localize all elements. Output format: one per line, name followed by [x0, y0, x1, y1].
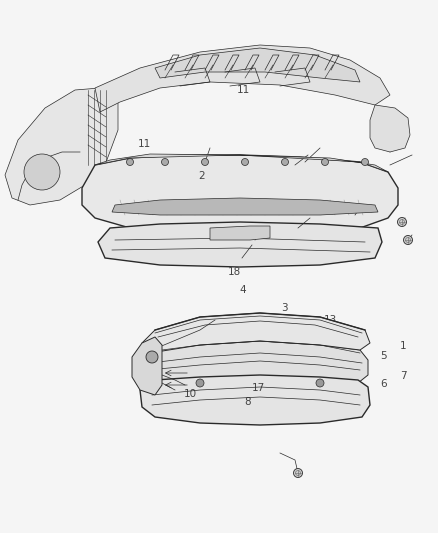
Polygon shape	[132, 337, 162, 395]
Polygon shape	[155, 48, 360, 82]
Circle shape	[316, 379, 324, 387]
Text: 3: 3	[281, 303, 288, 313]
Circle shape	[127, 158, 134, 166]
Text: 8: 8	[244, 398, 251, 407]
Polygon shape	[112, 198, 378, 215]
Polygon shape	[142, 313, 370, 353]
Text: 7: 7	[399, 371, 406, 381]
Circle shape	[24, 154, 60, 190]
Text: 13: 13	[324, 315, 337, 325]
Polygon shape	[82, 155, 398, 234]
Polygon shape	[5, 88, 118, 205]
Text: 1: 1	[399, 342, 406, 351]
Polygon shape	[95, 154, 388, 172]
Circle shape	[241, 158, 248, 166]
Polygon shape	[140, 375, 370, 425]
Text: 11: 11	[138, 139, 151, 149]
Text: 5: 5	[380, 351, 387, 361]
Text: 18: 18	[228, 267, 241, 277]
Text: 10: 10	[184, 390, 197, 399]
Circle shape	[201, 158, 208, 166]
Text: 4: 4	[240, 286, 247, 295]
Text: 2: 2	[198, 171, 205, 181]
Polygon shape	[140, 341, 368, 383]
Circle shape	[146, 351, 158, 363]
Circle shape	[162, 158, 169, 166]
Circle shape	[293, 469, 303, 478]
Text: 17: 17	[252, 383, 265, 393]
Circle shape	[398, 217, 406, 227]
Polygon shape	[210, 226, 270, 240]
Circle shape	[321, 158, 328, 166]
Polygon shape	[370, 105, 410, 152]
Polygon shape	[98, 222, 382, 267]
Circle shape	[282, 158, 289, 166]
Circle shape	[403, 236, 413, 245]
Text: 6: 6	[380, 379, 387, 389]
Text: 11: 11	[237, 85, 250, 94]
Polygon shape	[95, 45, 390, 112]
Circle shape	[196, 379, 204, 387]
Circle shape	[361, 158, 368, 166]
